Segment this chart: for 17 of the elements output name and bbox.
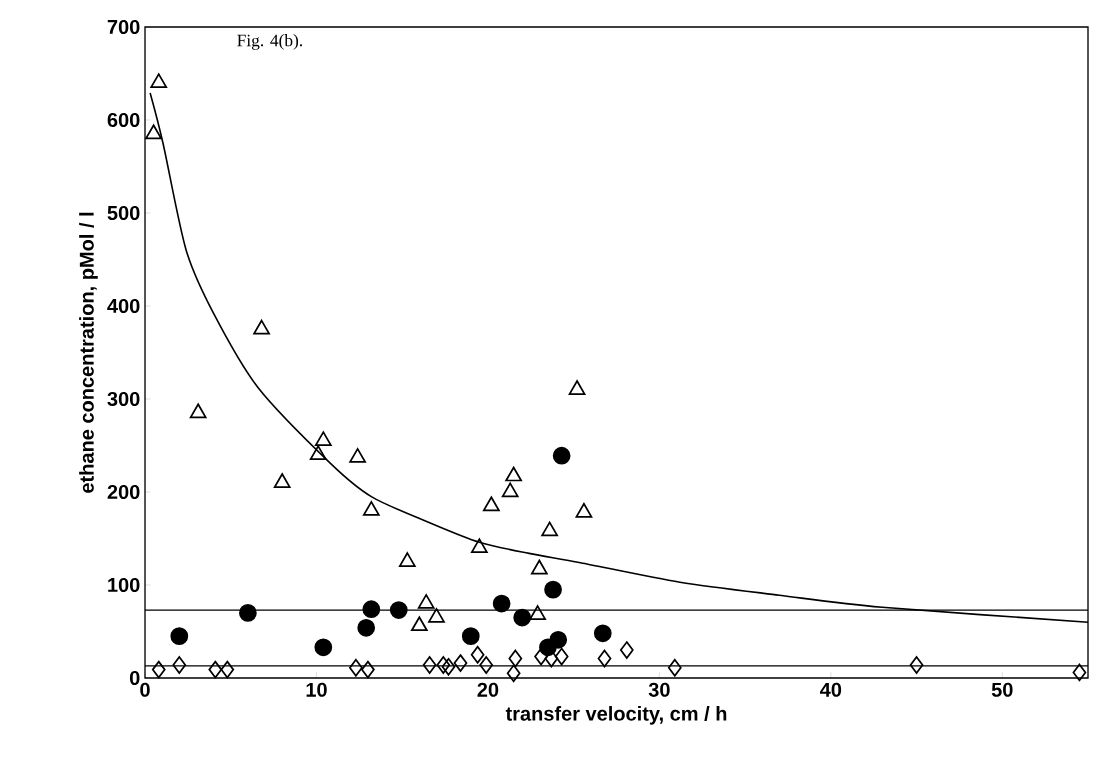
x-tick-label: 30 <box>648 682 670 697</box>
y-tick-label: 200 <box>107 484 140 500</box>
y-tick-label: 0 <box>129 670 140 686</box>
x-tick-label: 50 <box>991 682 1013 697</box>
x-axis-title: transfer velocity, cm / h <box>505 706 727 725</box>
x-tick-label: 0 <box>140 682 150 697</box>
y-tick-label: 600 <box>107 112 140 128</box>
x-tick-label: 20 <box>477 682 499 697</box>
x-tick-label: 40 <box>819 682 842 697</box>
x-tick-label: 10 <box>306 682 327 697</box>
y-tick-label: 700 <box>107 19 140 35</box>
y-tick-label: 500 <box>107 205 140 221</box>
annotation: Fig. 4(b). <box>237 34 303 50</box>
y-tick-label: 100 <box>108 577 140 593</box>
y-tick-label: 300 <box>107 391 140 407</box>
y-tick-label: 400 <box>107 298 140 314</box>
y-axis-title: ethane concentration, pMol / l <box>79 212 98 493</box>
